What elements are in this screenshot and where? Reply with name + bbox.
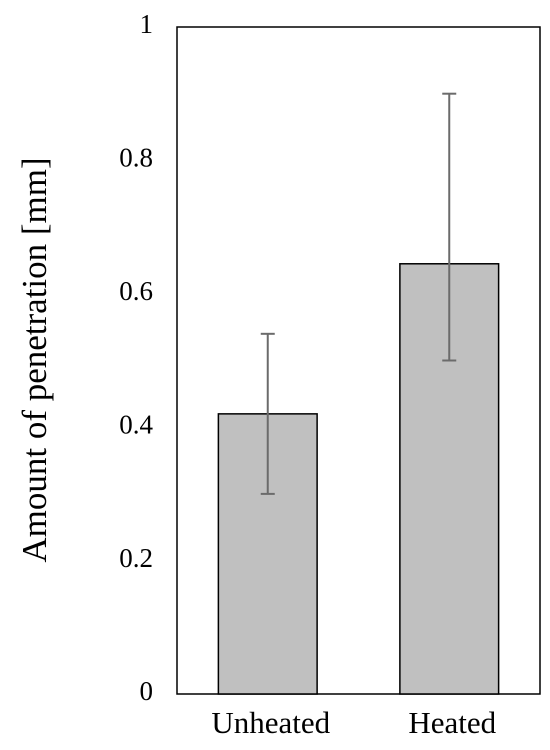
y-tick-label: 0.6 (119, 276, 153, 306)
y-axis-label: Amount of penetration [mm] (15, 157, 54, 562)
y-tick-label: 0.8 (119, 143, 153, 173)
y-tick-label: 1 (140, 9, 154, 39)
x-tick-label: Heated (408, 705, 496, 740)
y-tick-label: 0 (140, 676, 154, 706)
x-tick-label: Unheated (211, 705, 330, 740)
y-tick-label: 0.2 (119, 543, 153, 573)
plot-frame (176, 26, 541, 695)
y-tick-label: 0.4 (119, 409, 153, 439)
